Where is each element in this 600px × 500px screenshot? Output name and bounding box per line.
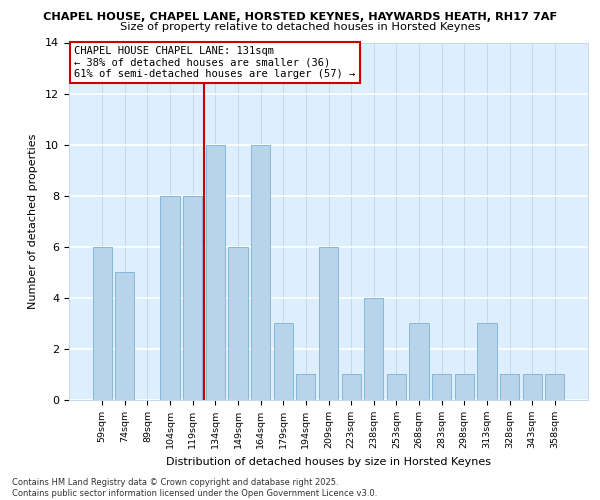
Text: CHAPEL HOUSE, CHAPEL LANE, HORSTED KEYNES, HAYWARDS HEATH, RH17 7AF: CHAPEL HOUSE, CHAPEL LANE, HORSTED KEYNE… <box>43 12 557 22</box>
X-axis label: Distribution of detached houses by size in Horsted Keynes: Distribution of detached houses by size … <box>166 456 491 466</box>
Bar <box>364 298 383 400</box>
Bar <box>545 374 565 400</box>
Bar <box>206 144 225 400</box>
Bar <box>409 324 428 400</box>
Bar <box>274 324 293 400</box>
Bar <box>92 247 112 400</box>
Text: CHAPEL HOUSE CHAPEL LANE: 131sqm
← 38% of detached houses are smaller (36)
61% o: CHAPEL HOUSE CHAPEL LANE: 131sqm ← 38% o… <box>74 46 355 80</box>
Bar <box>115 272 134 400</box>
Y-axis label: Number of detached properties: Number of detached properties <box>28 134 38 309</box>
Bar <box>432 374 451 400</box>
Bar <box>229 247 248 400</box>
Text: Contains HM Land Registry data © Crown copyright and database right 2025.
Contai: Contains HM Land Registry data © Crown c… <box>12 478 377 498</box>
Text: Size of property relative to detached houses in Horsted Keynes: Size of property relative to detached ho… <box>119 22 481 32</box>
Bar <box>523 374 542 400</box>
Bar <box>160 196 180 400</box>
Bar <box>500 374 519 400</box>
Bar <box>251 144 270 400</box>
Bar <box>341 374 361 400</box>
Bar <box>319 247 338 400</box>
Bar <box>296 374 316 400</box>
Bar <box>183 196 202 400</box>
Bar <box>387 374 406 400</box>
Bar <box>455 374 474 400</box>
Bar <box>477 324 497 400</box>
